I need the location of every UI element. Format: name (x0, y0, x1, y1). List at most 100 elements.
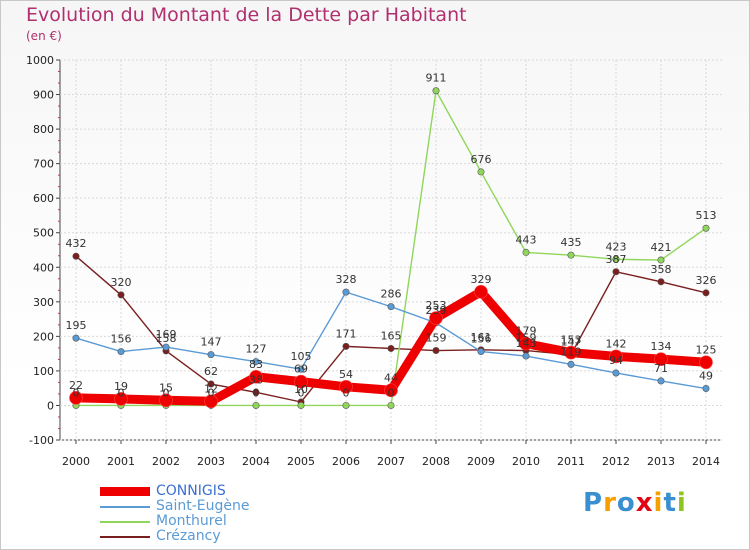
y-tick-label: -100 (29, 434, 54, 447)
data-point (477, 348, 485, 356)
y-tick-label: 0 (47, 399, 54, 412)
x-tick-label: 2011 (557, 455, 585, 468)
data-label: 387 (606, 253, 627, 266)
data-point (702, 289, 710, 297)
data-label: 435 (561, 236, 582, 249)
x-tick-label: 2004 (242, 455, 270, 468)
data-label: 0 (253, 386, 260, 399)
data-point (522, 352, 530, 360)
data-label: 0 (343, 386, 350, 399)
data-label: 147 (561, 336, 582, 349)
data-point (657, 278, 665, 286)
data-point (609, 349, 623, 364)
legend-label: CONNIGIS (156, 483, 226, 499)
data-point (699, 355, 713, 370)
data-label: 328 (336, 273, 357, 286)
data-label: 54 (339, 368, 353, 381)
data-point (387, 344, 395, 352)
data-label: 0 (73, 386, 80, 399)
data-label: 253 (426, 299, 447, 312)
y-tick-label: 500 (33, 227, 54, 240)
data-label: 0 (298, 386, 305, 399)
logo-letter: r (603, 488, 617, 518)
data-point (297, 401, 305, 409)
x-tick-label: 2001 (107, 455, 135, 468)
data-point (117, 291, 125, 299)
legend-label: Monthurel (156, 513, 227, 529)
data-label: 71 (654, 362, 668, 375)
data-label: 142 (606, 337, 627, 350)
data-label: 94 (609, 354, 623, 367)
data-label: 179 (516, 325, 537, 338)
data-label: 421 (651, 241, 672, 254)
data-point (564, 345, 578, 360)
logo-letter: t (663, 488, 677, 518)
data-label: 44 (384, 371, 398, 384)
data-point (207, 380, 215, 388)
legend-item: CONNIGIS (100, 484, 249, 499)
data-label: 432 (66, 237, 87, 250)
y-tick-label: 900 (33, 89, 54, 102)
legend-item: Saint-Eugène (100, 499, 249, 514)
chart-title: Evolution du Montant de la Dette par Hab… (26, 4, 467, 26)
x-tick-label: 2013 (647, 455, 675, 468)
data-point (252, 401, 260, 409)
data-label: 0 (163, 386, 170, 399)
data-point (702, 224, 710, 232)
y-tick-label: 400 (33, 261, 54, 274)
data-point (567, 360, 575, 368)
chart-legend: CONNIGIS Saint-Eugène Monthurel Crézancy (100, 484, 249, 544)
legend-label: Saint-Eugène (156, 498, 250, 514)
data-label: 83 (249, 358, 263, 371)
data-label: 326 (696, 274, 717, 287)
data-point (252, 358, 260, 366)
data-label: 329 (471, 273, 492, 286)
data-label: 156 (471, 333, 492, 346)
y-tick-label: 800 (33, 123, 54, 136)
data-point (69, 391, 83, 405)
data-point (72, 252, 80, 260)
data-label: 38 (249, 373, 263, 386)
logo-letter: i (653, 488, 664, 518)
data-label: 0 (208, 386, 215, 399)
data-point (657, 377, 665, 385)
data-point (567, 251, 575, 259)
data-point (522, 248, 530, 256)
chart-subtitle: (en €) (26, 29, 62, 43)
data-point (342, 342, 350, 350)
data-label: 165 (381, 329, 402, 342)
data-point (207, 351, 215, 359)
data-label: 443 (516, 233, 537, 246)
x-tick-label: 2008 (422, 455, 450, 468)
data-label: 159 (426, 332, 447, 345)
data-label: 423 (606, 240, 627, 253)
data-point (387, 401, 395, 409)
data-point (117, 348, 125, 356)
data-label: 0 (388, 386, 395, 399)
data-label: 286 (381, 288, 402, 301)
x-tick-label: 2007 (377, 455, 405, 468)
data-label: 676 (471, 153, 492, 166)
data-point (474, 284, 488, 299)
data-label: 62 (204, 365, 218, 378)
data-label: 169 (156, 328, 177, 341)
data-point (387, 303, 395, 311)
data-label: 125 (696, 343, 717, 356)
data-point (114, 392, 128, 406)
data-label: 22 (69, 379, 83, 392)
data-label: 358 (651, 263, 672, 276)
data-point (162, 343, 170, 351)
data-point (342, 288, 350, 296)
x-tick-label: 2005 (287, 455, 315, 468)
data-label: 127 (246, 343, 267, 356)
data-point (432, 347, 440, 355)
data-label: 171 (336, 327, 357, 340)
x-tick-label: 2002 (152, 455, 180, 468)
proxiti-logo: Proxiti (583, 488, 687, 518)
data-label: 147 (201, 336, 222, 349)
x-tick-label: 2012 (602, 455, 630, 468)
legend-label: Crézancy (156, 528, 221, 544)
data-label: 161 (471, 331, 492, 344)
